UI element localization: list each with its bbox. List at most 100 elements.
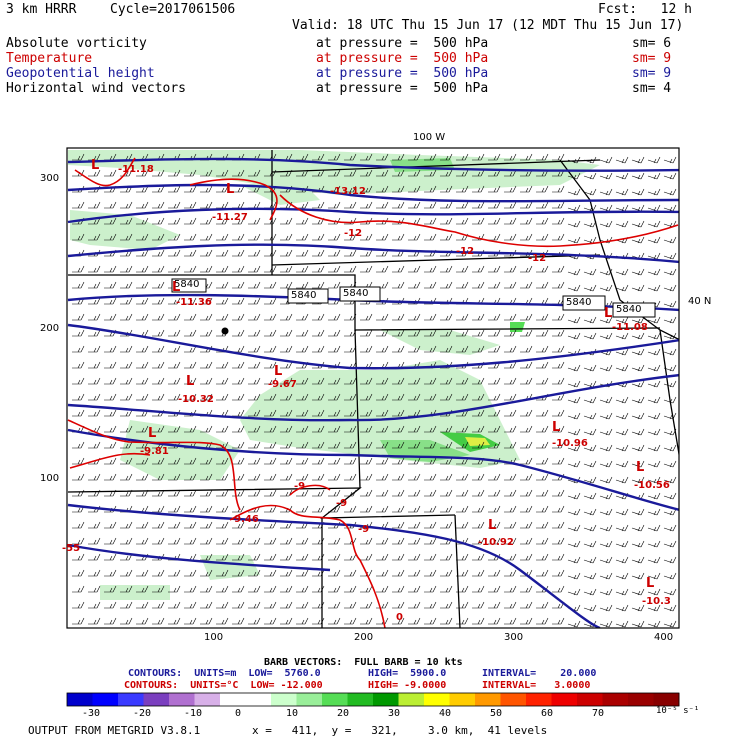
wind-barb (472, 601, 485, 609)
wind-barb (504, 601, 517, 609)
wind-barb (344, 393, 357, 401)
wind-barb (296, 553, 309, 561)
wind-barb (424, 201, 437, 209)
wind-barb (599, 284, 613, 292)
wind-barb (504, 217, 517, 225)
wind-barb (456, 393, 469, 401)
temperature-label: -11.18 (118, 164, 154, 175)
wind-barb (552, 409, 565, 417)
wind-barb (647, 380, 661, 388)
wind-barb (184, 297, 197, 305)
wind-barb (456, 425, 469, 433)
wind-barb (376, 585, 389, 593)
low-marker: L (646, 576, 655, 591)
wind-barb (360, 473, 373, 481)
wind-barb (232, 489, 245, 497)
wind-barb (504, 393, 517, 401)
wind-barb (408, 601, 421, 609)
border-co-nm-ok (67, 487, 456, 519)
wind-barb (647, 348, 661, 356)
wind-barb (647, 556, 661, 564)
wind-barb (631, 620, 645, 628)
wind-barb (567, 508, 581, 516)
wind-barb (200, 201, 213, 209)
wind-barb (615, 556, 629, 564)
wind-barb (200, 313, 213, 321)
wind-barb (168, 425, 181, 433)
wind-barb (552, 265, 565, 273)
wind-barb (72, 329, 85, 337)
wind-barb (599, 172, 613, 180)
wind-barb (631, 476, 645, 484)
wind-barb (104, 425, 117, 433)
height-contour (67, 323, 679, 370)
wind-barb (72, 153, 85, 161)
wind-barb (583, 444, 597, 452)
wind-barb (328, 345, 341, 353)
wind-barb (296, 425, 309, 433)
wind-barb (520, 201, 533, 209)
height-label-box (612, 302, 656, 318)
wind-barb (472, 617, 485, 625)
wind-barb (184, 185, 197, 193)
wind-barb (264, 473, 277, 481)
height-contour-interval: INTERVAL= 20.000 (482, 668, 597, 679)
wind-barb (520, 425, 533, 433)
wind-barb (663, 332, 677, 340)
wind-barb (631, 204, 645, 212)
colorbar-tick-label: 60 (541, 708, 554, 719)
wind-barb (248, 601, 261, 609)
wind-barb (248, 233, 261, 241)
wind-barb (152, 377, 165, 385)
wind-barb (663, 268, 677, 276)
wind-barb (488, 585, 501, 593)
wind-barb (152, 201, 165, 209)
wind-barb (120, 425, 133, 433)
wind-barb (344, 617, 357, 625)
wind-barb (552, 233, 565, 241)
height-label-box (562, 295, 606, 311)
wind-barb (392, 233, 405, 241)
wind-barb (216, 217, 229, 225)
wind-barb (248, 457, 261, 465)
wind-barb (72, 345, 85, 353)
wind-barb (488, 217, 501, 225)
wind-barb (216, 169, 229, 177)
wind-barb (408, 505, 421, 513)
wind-barb (663, 476, 677, 484)
wind-barb (631, 428, 645, 436)
wind-barb (72, 409, 85, 417)
wind-barb (663, 508, 677, 516)
wind-barb (631, 380, 645, 388)
wind-barb (120, 393, 133, 401)
wind-barb (440, 425, 453, 433)
wind-barb (216, 601, 229, 609)
wind-barb (296, 537, 309, 545)
wind-barb (136, 217, 149, 225)
wind-barb (552, 201, 565, 209)
wind-barb (631, 444, 645, 452)
wind-barb (504, 505, 517, 513)
wind-barb (440, 393, 453, 401)
wind-barb (424, 185, 437, 193)
wind-barb (168, 329, 181, 337)
wind-barb (216, 361, 229, 369)
wind-barb (376, 185, 389, 193)
wind-barb (504, 489, 517, 497)
wind-barb (536, 601, 549, 609)
wind-barb (312, 153, 325, 161)
wind-barb (583, 188, 597, 196)
colorbar-tick-label: -20 (133, 708, 152, 719)
wind-barb (472, 377, 485, 385)
wind-barb (72, 601, 85, 609)
wind-barb (647, 572, 661, 580)
wind-barb (424, 377, 437, 385)
wind-barb (88, 169, 101, 177)
wind-barb (631, 508, 645, 516)
wind-barb (599, 332, 613, 340)
height-contour (67, 543, 331, 572)
wind-barb (520, 585, 533, 593)
wind-barb (536, 313, 549, 321)
wind-barb (376, 313, 389, 321)
wind-barb (552, 329, 565, 337)
